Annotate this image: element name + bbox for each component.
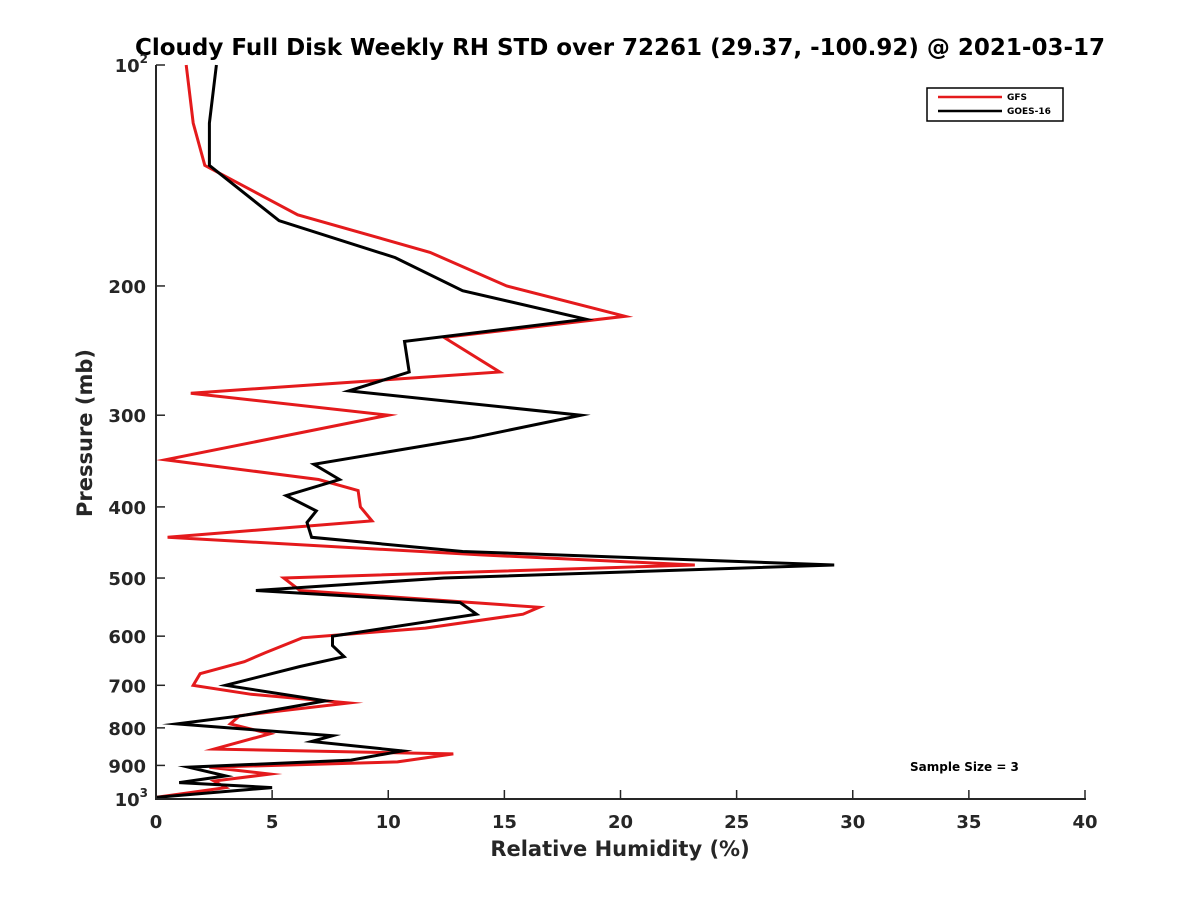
sample-size-annotation: Sample Size = 3 <box>910 760 1019 774</box>
x-tick-label: 35 <box>956 812 981 833</box>
x-tick-label: 10 <box>376 812 401 833</box>
series-line-goes-16 <box>155 64 835 799</box>
x-axis-ticks: 0 5 10 15 20 25 30 35 40 <box>150 790 1098 833</box>
x-tick-label: 5 <box>266 812 279 833</box>
y-tick-label: 900 <box>108 756 146 777</box>
x-tick-label: 40 <box>1072 812 1097 833</box>
legend-gfs-label: GFS <box>1007 93 1027 103</box>
chart-title: Cloudy Full Disk Weekly RH STD over 7226… <box>135 35 1105 61</box>
x-tick-label: 20 <box>608 812 633 833</box>
y-tick-label: 800 <box>108 719 146 740</box>
y-tick-label: 400 <box>108 498 146 519</box>
y-tick-label: 103 <box>115 786 148 811</box>
plot-area: 0 5 10 15 20 25 30 35 40 102 200 300 400 500 600 700 80… <box>108 52 1097 833</box>
y-tick-label: 102 <box>115 52 148 77</box>
x-axis-title: Relative Humidity (%) <box>490 837 749 861</box>
y-tick-label: 200 <box>108 277 146 298</box>
y-axis-title: Pressure (mb) <box>73 349 97 517</box>
legend-box <box>926 87 1064 122</box>
y-tick-label: 300 <box>108 406 146 427</box>
x-tick-label: 25 <box>724 812 749 833</box>
y-tick-label: 600 <box>108 627 146 648</box>
y-tick-label: 700 <box>108 676 146 697</box>
legend-goes16-label: GOES-16 <box>1007 107 1051 117</box>
x-tick-label: 0 <box>150 812 163 833</box>
legend: GFS GOES-16 <box>926 87 1064 122</box>
y-tick-label: 500 <box>108 569 146 590</box>
x-tick-label: 30 <box>840 812 865 833</box>
axes-background <box>156 65 1085 799</box>
x-tick-label: 15 <box>492 812 517 833</box>
y-axis-ticks: 102 200 300 400 500 600 700 800 900 103 <box>108 52 165 811</box>
series-layer <box>155 64 835 799</box>
